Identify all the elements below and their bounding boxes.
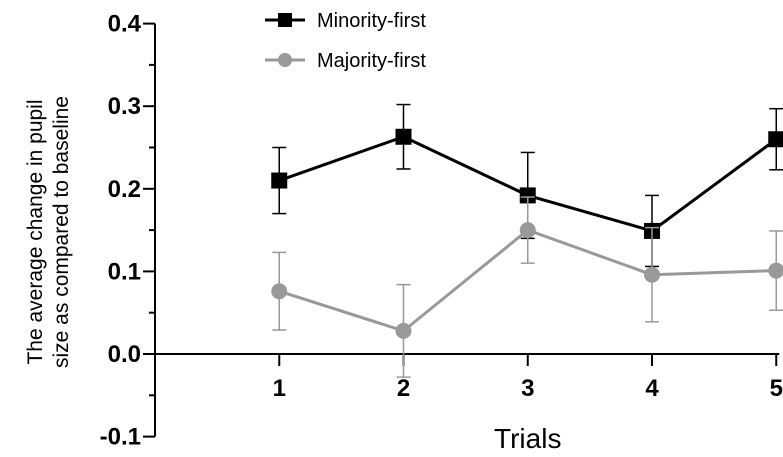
- data-point: [271, 172, 288, 189]
- data-point: [768, 262, 783, 279]
- x-tick-label: 5: [770, 375, 783, 402]
- y-tick-label: -0.1: [100, 424, 141, 451]
- series-layer: [271, 103, 783, 378]
- x-tick-label: 1: [273, 375, 286, 402]
- y-axis-title-line: size as compared to baseline: [50, 96, 73, 368]
- x-tick-label: 2: [397, 375, 410, 402]
- legend-label: Majority-first: [317, 50, 426, 72]
- data-point: [519, 187, 536, 204]
- x-tick-label: 3: [521, 375, 534, 402]
- y-tick-label: 0.4: [108, 11, 142, 38]
- series-majority-first: [271, 196, 783, 378]
- y-tick-label: 0.2: [108, 176, 141, 203]
- legend-marker: [278, 13, 292, 27]
- legend: Minority-first Majority-first: [265, 10, 426, 72]
- x-axis-title: Trials: [494, 423, 561, 454]
- y-axis-title-line: The average change in pupil: [24, 99, 47, 364]
- y-tick-label: 0.0: [108, 341, 141, 368]
- x-tick-label: 4: [645, 375, 659, 402]
- y-axis: -0.1 0.0 0.1 0.2 0.3 0.4: [100, 11, 156, 451]
- y-tick-label: 0.3: [108, 93, 141, 120]
- data-point: [644, 266, 660, 283]
- data-point: [768, 131, 783, 148]
- data-point: [395, 322, 412, 339]
- legend-marker: [278, 53, 292, 67]
- legend-item: Minority-first: [265, 10, 426, 32]
- legend-item: Majority-first: [265, 50, 426, 72]
- y-tick-label: 0.1: [108, 258, 141, 285]
- data-point: [395, 128, 412, 145]
- y-axis-title: The average change in pupil size as compa…: [24, 96, 73, 368]
- x-axis: 1 2 3 4 5: [155, 353, 783, 402]
- data-point: [519, 222, 536, 239]
- data-point: [271, 283, 288, 300]
- legend-label: Minority-first: [317, 10, 426, 32]
